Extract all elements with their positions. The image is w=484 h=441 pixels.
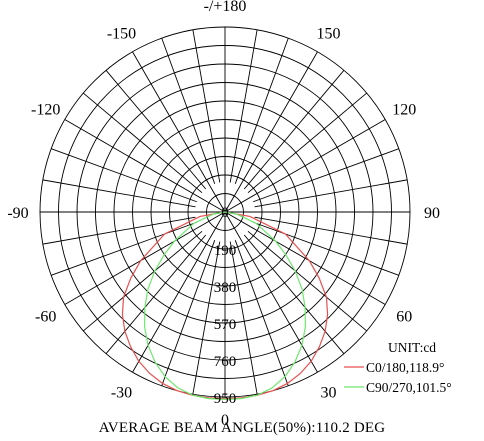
radial-tick-label: 950 (214, 391, 237, 407)
grid-spoke (64, 211, 226, 305)
grid-spoke (254, 179, 408, 208)
grid-spoke (253, 148, 399, 203)
grid-spoke (224, 119, 386, 213)
radial-labels: 0 190 380 570 760 950 (214, 205, 237, 407)
angle-label: 120 (392, 102, 416, 119)
angle-label: -120 (31, 102, 60, 119)
grid-spoke (161, 240, 216, 386)
radial-tick-label: 760 (214, 354, 237, 370)
angle-labels: -/+180 150 120 90 60 30 0 -30 -60 -90 -120 -150 (7, 0, 440, 429)
grid-spoke (243, 234, 345, 355)
grid-spoke (64, 119, 226, 213)
angle-label: 90 (424, 205, 440, 222)
series-curve-c0-180 (121, 211, 329, 400)
angle-label: -150 (107, 26, 136, 43)
grid-spoke (105, 234, 207, 355)
angle-label: 30 (321, 384, 337, 401)
grid-spoke (224, 51, 318, 213)
grid-spoke (234, 240, 289, 386)
grid-spoke (51, 148, 197, 203)
legend-entry: C0/180,118.9° (366, 360, 444, 375)
angle-label: 150 (317, 26, 341, 43)
grid-spoke (234, 38, 289, 184)
legend-entry: C90/270,101.5° (366, 380, 452, 395)
grid-spoke (82, 230, 203, 332)
angle-label: -/+180 (204, 0, 247, 15)
angle-label: -60 (35, 309, 56, 326)
grid-spoke (229, 241, 258, 395)
angle-label: 60 (396, 309, 412, 326)
radial-tick-label: 190 (214, 243, 237, 259)
grid-spoke (132, 51, 226, 213)
unit-label: UNIT:cd (388, 340, 436, 355)
grid-spoke (229, 29, 258, 183)
grid-spoke (243, 69, 345, 190)
grid-spoke (42, 179, 196, 208)
angle-label: 0 (221, 412, 229, 429)
grid-spoke (254, 216, 408, 245)
series-curve-c90-270 (143, 211, 307, 400)
curves (121, 211, 329, 400)
grid-spoke (247, 92, 368, 194)
grid-spoke (253, 221, 399, 276)
grid-spoke (192, 241, 221, 395)
grid-spoke (82, 92, 203, 194)
grid-spoke (224, 211, 386, 305)
grid-spoke (51, 221, 197, 276)
radial-tick-label: 380 (214, 280, 237, 296)
radial-tick-label: 0 (221, 205, 229, 221)
angle-label: -90 (7, 205, 28, 222)
grid-spoke (161, 38, 216, 184)
radial-tick-label: 570 (214, 317, 237, 333)
legend: UNIT:cd C0/180,118.9° C90/270,101.5° (344, 340, 452, 395)
polar-grid (39, 26, 411, 398)
grid-spoke (105, 69, 207, 190)
grid-spoke (42, 216, 196, 245)
angle-label: -30 (111, 384, 132, 401)
beam-angle-footer: AVERAGE BEAM ANGLE(50%):110.2 DEG (98, 420, 386, 436)
grid-spoke (192, 29, 221, 183)
grid-spoke (247, 230, 368, 332)
